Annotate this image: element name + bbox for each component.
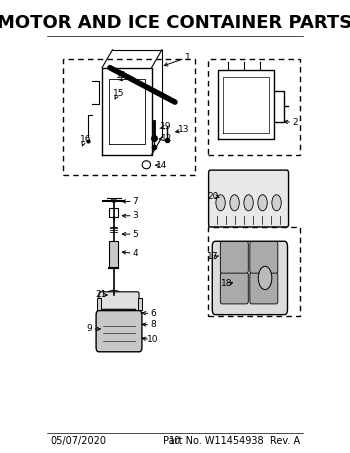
Text: 2: 2 [292,118,298,127]
Ellipse shape [107,290,120,297]
Bar [63,59,195,175]
Circle shape [230,195,239,211]
Text: 13: 13 [178,125,190,135]
Ellipse shape [111,199,117,202]
Text: 18: 18 [221,279,232,288]
Bar [208,226,300,316]
FancyBboxPatch shape [220,272,248,304]
Bar [109,208,118,217]
Circle shape [244,195,253,211]
Text: 10: 10 [169,436,181,446]
Ellipse shape [111,292,117,295]
Text: 20: 20 [208,192,219,201]
Text: 1: 1 [185,53,190,62]
Bar [208,59,300,155]
Text: MOTOR AND ICE CONTAINER PARTS: MOTOR AND ICE CONTAINER PARTS [0,14,350,32]
Text: 12: 12 [160,134,172,143]
Text: 11: 11 [116,71,127,80]
Circle shape [216,195,225,211]
Text: 4: 4 [133,249,138,258]
Circle shape [258,195,267,211]
Text: 14: 14 [156,161,168,170]
Bar [138,298,142,310]
Text: 6: 6 [150,309,156,318]
Circle shape [272,195,281,211]
Text: 3: 3 [133,211,138,220]
Text: 19: 19 [160,122,171,131]
FancyBboxPatch shape [220,241,248,273]
Text: 17: 17 [207,252,218,261]
Text: 8: 8 [150,320,156,329]
Text: 10: 10 [147,335,159,344]
Circle shape [258,266,272,289]
Ellipse shape [142,161,150,169]
Text: 9: 9 [87,324,92,333]
Text: 16: 16 [80,135,92,144]
Bar [97,298,101,310]
FancyBboxPatch shape [96,311,142,352]
FancyBboxPatch shape [250,272,278,304]
Text: 05/07/2020: 05/07/2020 [50,436,106,446]
Ellipse shape [104,312,114,317]
Bar [109,241,119,268]
FancyBboxPatch shape [102,309,136,318]
Text: 15: 15 [113,89,124,98]
Text: 5: 5 [133,230,138,239]
Text: 21: 21 [95,290,107,299]
FancyBboxPatch shape [209,170,288,227]
Text: 7: 7 [133,197,138,206]
FancyBboxPatch shape [250,241,278,273]
FancyBboxPatch shape [212,241,287,315]
FancyBboxPatch shape [99,292,139,315]
Text: Part No. W11454938  Rev. A: Part No. W11454938 Rev. A [163,436,300,446]
